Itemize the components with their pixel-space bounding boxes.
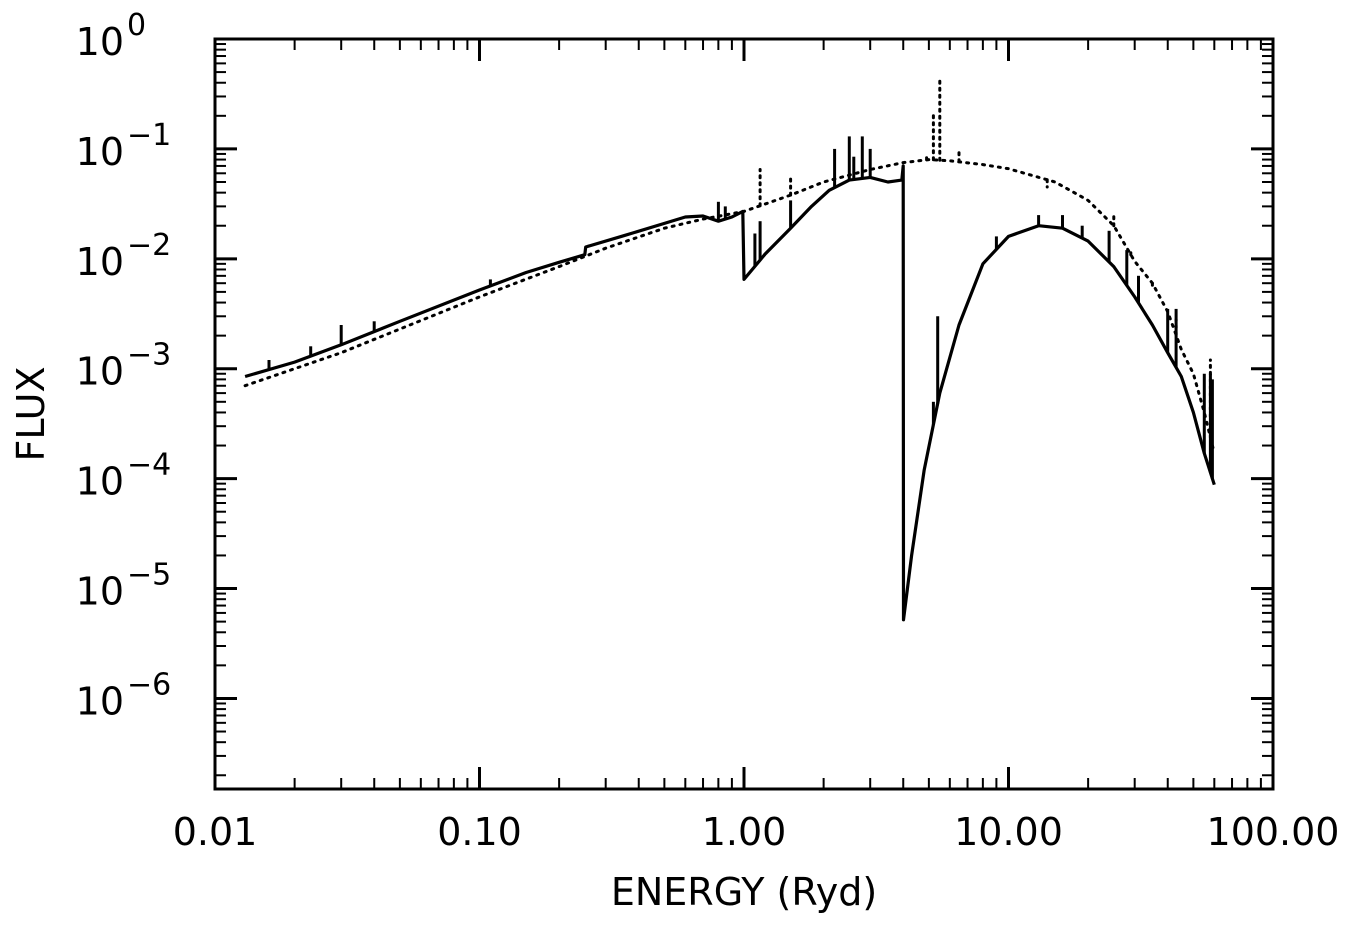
y-tick-label-base: 10 (76, 240, 124, 284)
x-axis-title: ENERGY (Ryd) (611, 870, 877, 914)
y-tick-label: 10 −3 (76, 338, 172, 394)
y-tick-label-exponent: −6 (127, 667, 171, 702)
y-tick-label: 10 0 (76, 8, 146, 64)
y-tick-label: 10 −6 (76, 667, 172, 723)
ticks-layer (213, 37, 1275, 789)
y-tick-label-exponent: −5 (127, 558, 171, 593)
y-tick-label: 10 −5 (76, 558, 172, 614)
y-axis-title: FLUX (9, 367, 53, 462)
y-tick-label-base: 10 (76, 679, 124, 723)
y-tick-label: 10 −1 (76, 118, 172, 174)
y-tick-label-exponent: −2 (127, 228, 171, 263)
y-tick-label-exponent: 0 (127, 8, 146, 43)
y-tick-label-exponent: −3 (127, 338, 171, 373)
y-tick-label: 10 −2 (76, 228, 172, 284)
x-tick-label: 1.00 (702, 810, 787, 854)
y-tick-label-base: 10 (76, 350, 124, 394)
y-tick-label: 10 −4 (76, 448, 172, 504)
y-tick-label-base: 10 (76, 20, 124, 64)
y-tick-label-base: 10 (76, 570, 124, 614)
x-tick-label: 100.00 (1207, 810, 1340, 854)
solid-series-line (244, 164, 1216, 622)
dotted-series-line (243, 158, 1216, 455)
y-tick-label-exponent: −4 (127, 448, 171, 483)
series-layer (243, 75, 1216, 622)
y-tick-label-exponent: −1 (127, 118, 171, 153)
y-tick-label-base: 10 (76, 460, 124, 504)
y-tick-label-base: 10 (76, 130, 124, 174)
plot-frame (213, 37, 1275, 791)
x-tick-label: 0.01 (173, 810, 258, 854)
x-tick-label: 10.00 (954, 810, 1063, 854)
x-tick-label: 0.10 (437, 810, 522, 854)
